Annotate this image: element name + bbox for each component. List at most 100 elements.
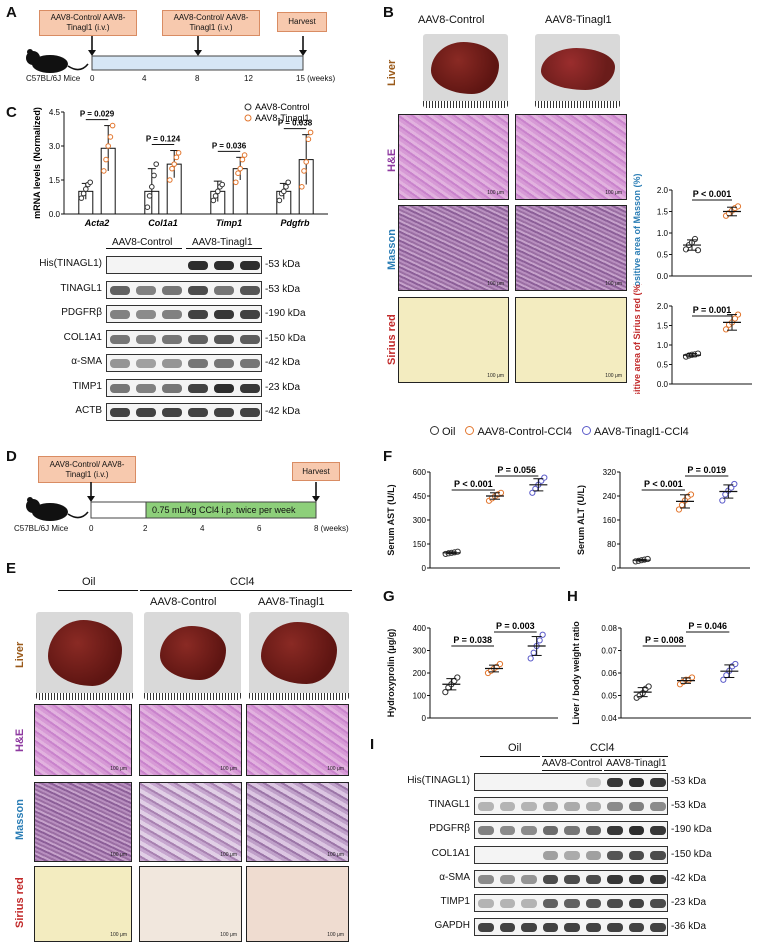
panel-b-row-sirius: Sirius red <box>386 314 398 366</box>
data-point <box>276 197 283 204</box>
blot-i-sub-control: AAV8-Control <box>542 758 603 769</box>
blot-band <box>607 899 623 908</box>
data-point <box>167 177 173 183</box>
blot-label: ACTB <box>75 405 102 416</box>
data-point <box>307 129 314 136</box>
data-point <box>539 631 546 638</box>
data-point <box>732 660 739 668</box>
blot-band <box>110 334 130 344</box>
data-point <box>536 637 543 644</box>
e-sirius-tinagl1: 100 μm <box>246 866 349 942</box>
data-point <box>212 193 219 199</box>
blot-kda: -53 kDa <box>265 283 301 295</box>
blot-band <box>499 826 516 836</box>
blot-strip <box>106 280 262 299</box>
panel-e-col-tinagl1: AAV8-Tinagl1 <box>258 596 325 608</box>
data-point <box>281 188 287 195</box>
blot-band <box>188 261 208 270</box>
blot-band <box>650 778 666 787</box>
y-tick-label: 0 <box>422 714 427 723</box>
data-point <box>146 193 153 199</box>
blot-band <box>240 359 260 368</box>
y-axis-label: Serum ALT (U/L) <box>576 485 586 555</box>
y-axis-label: mRNA levels (Normalized) <box>32 107 42 219</box>
data-point <box>101 168 107 174</box>
y-tick-label: 1.0 <box>657 229 669 238</box>
blot-label: α-SMA <box>439 871 470 883</box>
blot-band <box>499 874 516 884</box>
blot-kda: -53 kDa <box>671 776 707 787</box>
panel-e-row-he: H&E <box>14 728 26 752</box>
data-point <box>303 159 310 165</box>
blot-band <box>607 874 623 884</box>
blot-band <box>585 826 602 836</box>
blot-strip <box>474 773 668 791</box>
y-tick-label: 300 <box>413 516 427 525</box>
y-tick-label: 0.5 <box>657 251 669 260</box>
mouse-strain-label-d: C57BL/6J Mice <box>14 524 69 533</box>
data-point <box>210 197 217 204</box>
timeline-tick-12: 12 <box>244 74 253 83</box>
blot-i-group-oil: Oil <box>508 742 522 754</box>
legend-oil: Oil <box>430 426 455 438</box>
data-point <box>734 203 742 210</box>
blot-band <box>110 310 130 319</box>
blot-band <box>628 874 645 884</box>
y-tick-label: 450 <box>413 492 427 501</box>
panel-label-e: E <box>6 560 17 577</box>
e-he-tinagl1: 100 μm <box>246 704 349 776</box>
panel-label-f: F <box>383 448 393 465</box>
fgh-legend: Oil AAV8-Control-CCl4 AAV8-Tinagl1-CCl4 <box>430 426 689 438</box>
blot-band <box>521 923 537 933</box>
masson-image-tinagl1: 100 μm <box>515 205 627 291</box>
data-point <box>149 184 155 190</box>
timeline-d-tick-6: 6 <box>257 524 262 533</box>
blot-strip <box>106 329 262 348</box>
p-value-label: P = 0.038 <box>278 119 313 128</box>
e-sirius-control: 100 μm <box>139 866 242 942</box>
blot-band <box>188 408 208 417</box>
data-point <box>541 474 548 481</box>
data-point <box>144 204 151 210</box>
blot-band <box>499 899 516 908</box>
blot-band <box>542 923 559 933</box>
data-point <box>299 184 305 190</box>
hydroxyproline-chart: 0 100 200 300 400 Hydroxyprolin (μg/g) P = 0.0… <box>386 621 558 723</box>
timeline-box-injection-1: AAV8-Control/ AAV8-Tinagl1 (i.v.) <box>39 10 137 36</box>
serum-ast-chart: 0 150 300 450 600 Serum AST (U/L) P < 0.001 P =… <box>386 465 560 573</box>
blot-band <box>607 802 623 812</box>
blot-band <box>214 383 234 393</box>
blot-band <box>478 923 494 933</box>
blot-strip <box>474 797 668 816</box>
blot-label: GAPDH <box>434 920 470 932</box>
blot-band <box>110 359 130 368</box>
panel-e-row-sirius: Sirius red <box>14 877 26 929</box>
y-tick-label: 0.0 <box>49 210 61 219</box>
timeline-box-harvest: Harvest <box>277 12 327 32</box>
blot-band <box>214 285 234 295</box>
category-label: Acta2 <box>84 218 110 228</box>
blot-band <box>521 802 537 812</box>
blot-band <box>521 899 537 908</box>
y-tick-label: 0.06 <box>601 669 617 678</box>
blot-band <box>136 359 156 368</box>
blot-c-group-tinagl1: AAV8-Tinagl1 <box>192 237 253 248</box>
panel-label-b: B <box>383 4 394 21</box>
p-value-label: P = 0.038 <box>453 635 492 645</box>
timeline-tick-15: 15 (weeks) <box>296 74 336 83</box>
blot-i-group-ccl4: CCl4 <box>590 742 615 754</box>
blot-band <box>478 802 494 812</box>
masson-image-control: 100 μm <box>398 205 509 291</box>
y-tick-label: 0 <box>422 564 427 573</box>
blot-band <box>542 874 559 884</box>
blot-band <box>214 261 234 270</box>
p-value-label: P = 0.124 <box>146 135 181 144</box>
blot-band <box>188 285 208 295</box>
y-axis-label: Positive area of Masson (%) <box>632 173 642 286</box>
legend-label: AAV8-Tinagl1 <box>255 113 310 123</box>
panel-e-row-liver: Liver <box>14 641 26 669</box>
blot-band <box>628 826 645 836</box>
blot-band <box>110 408 130 417</box>
timeline-d-tick-2: 2 <box>143 524 148 533</box>
p-value-label: P = 0.001 <box>693 305 732 315</box>
